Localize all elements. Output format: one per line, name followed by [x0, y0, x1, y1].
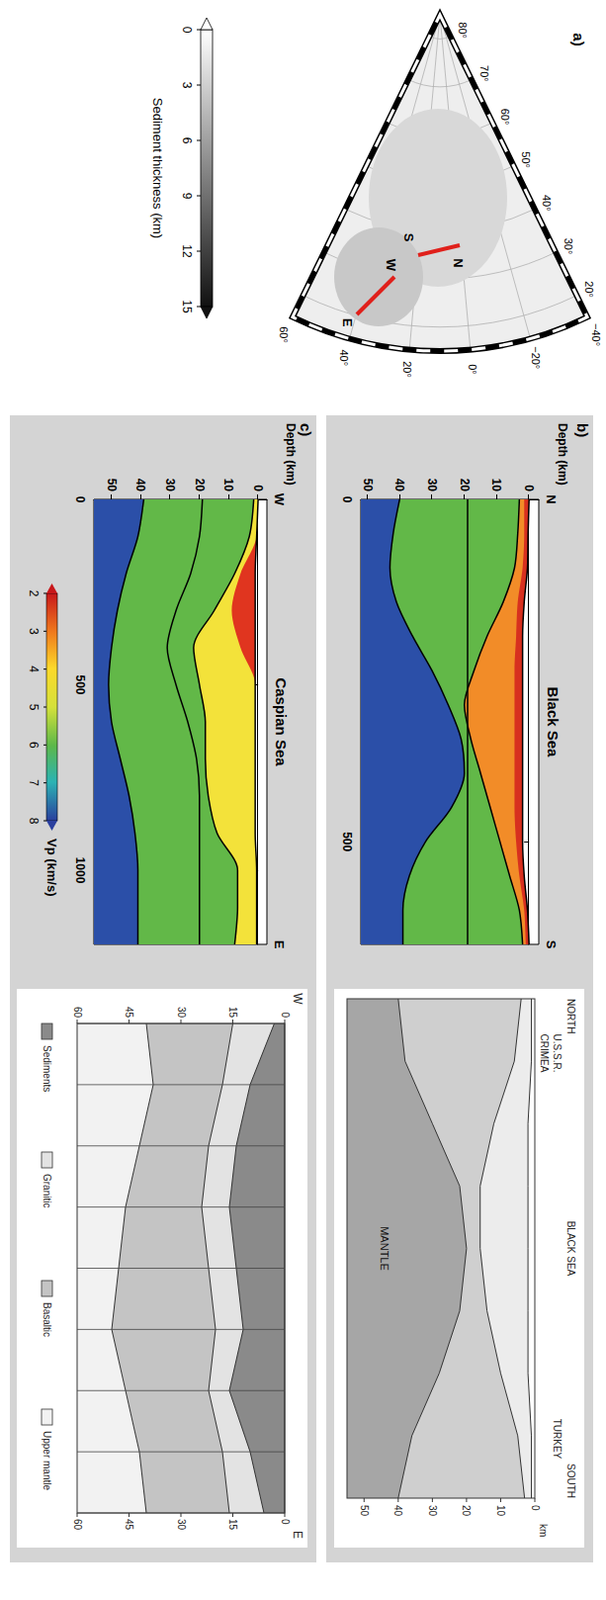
svg-text:10: 10 [495, 1504, 507, 1517]
svg-text:7: 7 [26, 779, 41, 786]
svg-text:BLACK SEA: BLACK SEA [565, 1220, 577, 1277]
svg-text:30°: 30° [562, 238, 575, 256]
svg-text:0: 0 [279, 1011, 291, 1018]
svg-text:12: 12 [179, 244, 194, 259]
svg-text:20°: 20° [401, 360, 414, 378]
svg-text:0: 0 [251, 484, 265, 492]
svg-text:6: 6 [26, 741, 41, 749]
svg-text:5: 5 [26, 703, 41, 711]
svg-text:15: 15 [227, 1006, 239, 1019]
svg-text:500: 500 [340, 831, 354, 852]
svg-text:30: 30 [163, 478, 177, 493]
svg-text:9: 9 [179, 192, 194, 200]
svg-text:2: 2 [26, 590, 41, 598]
svg-text:Basaltic: Basaltic [41, 1301, 53, 1337]
svg-text:3: 3 [26, 627, 41, 635]
svg-text:4: 4 [26, 665, 41, 673]
svg-text:0: 0 [521, 484, 536, 492]
svg-text:70°: 70° [478, 65, 491, 83]
svg-text:Granitic: Granitic [41, 1173, 53, 1208]
svg-text:50: 50 [358, 1504, 370, 1517]
svg-text:Upper mantle: Upper mantle [41, 1430, 53, 1490]
svg-text:30: 30 [175, 1518, 187, 1531]
svg-text:20°: 20° [583, 280, 596, 298]
svg-text:Depth (km): Depth (km) [283, 423, 298, 486]
svg-text:E: E [271, 940, 287, 950]
svg-text:U.S.S.R.: U.S.S.R. [551, 1034, 563, 1073]
svg-text:50: 50 [104, 478, 119, 493]
svg-text:0: 0 [179, 26, 194, 34]
svg-text:80°: 80° [456, 21, 469, 39]
svg-text:20: 20 [460, 1504, 472, 1517]
svg-text:10: 10 [489, 478, 504, 493]
svg-text:60: 60 [72, 1518, 84, 1531]
svg-text:Sediment thickness (km): Sediment thickness (km) [150, 97, 166, 239]
svg-text:6: 6 [179, 137, 194, 145]
svg-text:60: 60 [72, 1006, 84, 1019]
svg-text:W: W [290, 992, 305, 1005]
svg-text:45: 45 [123, 1518, 135, 1531]
svg-text:20: 20 [192, 478, 207, 493]
svg-text:40°: 40° [338, 348, 350, 366]
svg-text:500: 500 [73, 674, 87, 694]
svg-text:40°: 40° [540, 194, 553, 212]
svg-text:15: 15 [179, 299, 194, 314]
svg-text:15: 15 [227, 1518, 239, 1531]
svg-text:Vp (km/s): Vp (km/s) [44, 838, 60, 897]
svg-text:N: N [543, 494, 559, 504]
svg-text:0: 0 [279, 1518, 291, 1525]
svg-text:N: N [450, 258, 466, 267]
svg-text:a): a) [570, 32, 588, 46]
svg-text:40: 40 [392, 478, 407, 493]
svg-text:0°: 0° [466, 363, 479, 375]
svg-text:Sediments: Sediments [41, 1044, 53, 1092]
svg-text:30: 30 [425, 478, 439, 493]
svg-text:Black Sea: Black Sea [544, 687, 562, 759]
svg-text:10: 10 [221, 478, 236, 493]
svg-text:40: 40 [133, 478, 148, 493]
svg-text:40: 40 [392, 1504, 404, 1517]
svg-text:E: E [290, 1530, 305, 1539]
svg-text:50°: 50° [519, 151, 532, 169]
svg-text:Caspian Sea: Caspian Sea [272, 677, 290, 767]
svg-text:SOUTH: SOUTH [565, 1463, 577, 1498]
svg-text:20: 20 [457, 478, 472, 493]
svg-text:TURKEY: TURKEY [551, 1418, 563, 1460]
svg-text:0: 0 [529, 1504, 541, 1511]
svg-text:60°: 60° [499, 108, 512, 126]
svg-text:CRIMEA: CRIMEA [538, 1034, 550, 1073]
svg-text:0: 0 [340, 496, 354, 504]
svg-text:NORTH: NORTH [565, 998, 577, 1034]
svg-text:E: E [340, 318, 355, 328]
svg-text:50: 50 [360, 478, 375, 493]
svg-text:W: W [271, 493, 287, 507]
svg-text:W: W [383, 259, 399, 272]
svg-text:3: 3 [179, 82, 194, 89]
svg-text:S: S [543, 940, 559, 950]
svg-text:1000: 1000 [73, 857, 87, 884]
svg-text:0: 0 [73, 496, 87, 504]
svg-text:c): c) [297, 423, 315, 436]
svg-text:km: km [537, 1523, 549, 1537]
svg-text:MANTLE: MANTLE [378, 1225, 391, 1271]
svg-text:b): b) [574, 423, 592, 437]
svg-text:60°: 60° [277, 326, 290, 344]
svg-text:−40°: −40° [590, 323, 603, 347]
svg-text:−20°: −20° [529, 346, 542, 369]
svg-text:45: 45 [123, 1006, 135, 1019]
svg-text:30: 30 [175, 1006, 187, 1019]
svg-text:8: 8 [26, 817, 41, 825]
svg-text:30: 30 [427, 1504, 438, 1517]
svg-text:Depth (km): Depth (km) [555, 423, 570, 486]
svg-text:S: S [401, 233, 417, 243]
